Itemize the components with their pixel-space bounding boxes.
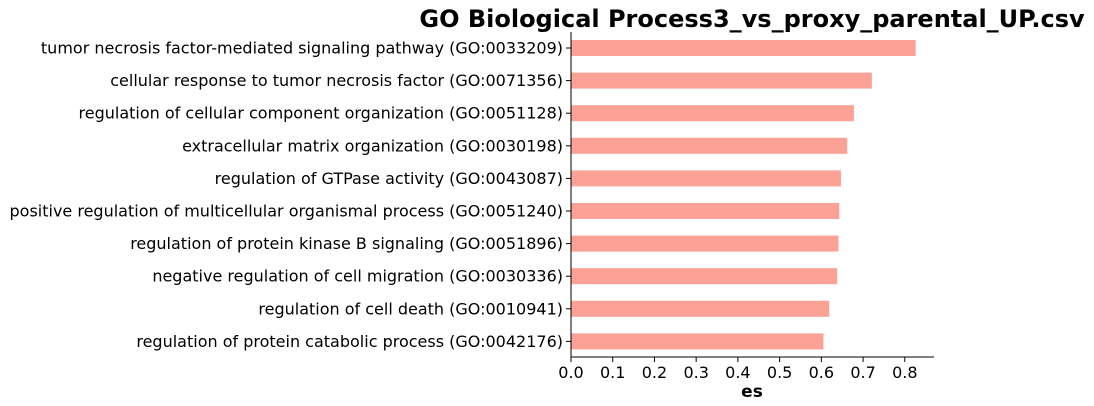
category-label: extracellular matrix organization (GO:00… [182,136,563,155]
category-label: regulation of protein catabolic process … [136,332,563,351]
category-label: negative regulation of cell migration (G… [152,267,563,286]
x-tick-label: 0.4 [725,363,750,382]
category-label: regulation of GTPase activity (GO:004308… [215,169,563,188]
x-axis-ticks: 0.0 0.1 0.2 0.3 0.4 0.5 0.6 0.7 0.8 [558,357,918,382]
x-tick-label: 0.3 [683,363,708,382]
x-tick-label: 0.0 [558,363,583,382]
x-tick-label: 0.6 [809,363,834,382]
category-label: regulation of cellular component organiz… [79,104,563,123]
bar [571,137,848,154]
category-label: regulation of cell death (GO:0010941) [258,299,563,318]
category-label: regulation of protein kinase B signaling… [130,234,563,253]
category-labels: tumor necrosis factor-mediated signaling… [10,39,571,351]
x-axis-label: es [741,382,763,402]
category-label: positive regulation of multicellular org… [10,202,563,221]
bar [571,105,854,122]
bar [571,333,824,350]
bar [571,72,872,89]
x-tick-label: 0.5 [767,363,792,382]
category-label: tumor necrosis factor-mediated signaling… [41,39,563,58]
x-tick-label: 0.1 [600,363,625,382]
bars-group [571,40,916,350]
category-label: cellular response to tumor necrosis fact… [110,71,563,90]
bar [571,170,841,187]
bar [571,300,830,317]
chart-title: GO Biological Process3_vs_proxy_parental… [419,5,1085,33]
bar [571,268,838,285]
x-tick-label: 0.7 [850,363,875,382]
bar [571,203,840,219]
bar [571,235,839,252]
bar [571,40,916,56]
x-tick-label: 0.2 [642,363,667,382]
x-tick-label: 0.8 [892,363,917,382]
